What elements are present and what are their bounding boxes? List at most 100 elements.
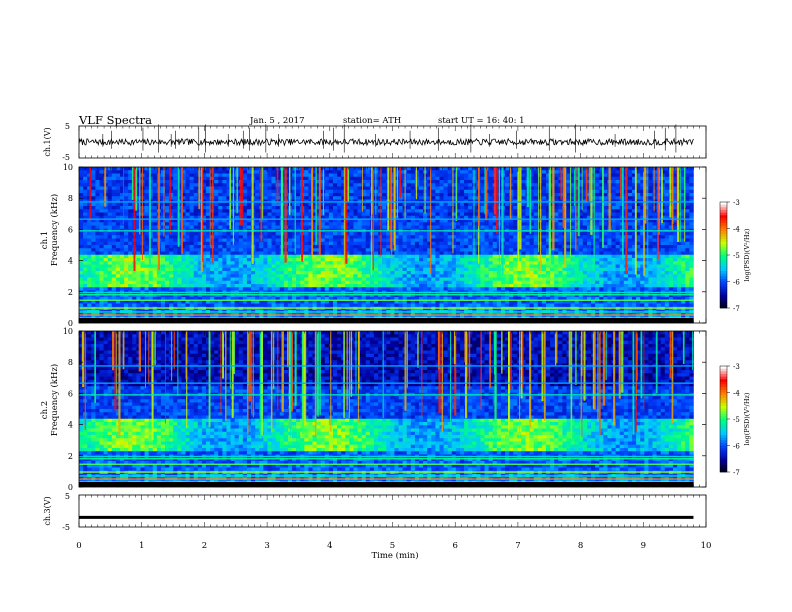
spectrogram-cell [480,199,485,204]
spectrogram-cell [435,267,440,272]
spectrogram-cell [468,264,473,269]
spectrogram-cell [574,193,580,197]
spectrogram-cell [509,186,514,191]
spectrogram-cell [419,199,424,204]
spectrogram-cell [492,258,498,262]
spectrogram-cell [275,225,281,230]
spectrogram-cell [464,267,469,272]
spectrogram-cell [451,235,457,239]
spectrogram-cell [275,219,281,223]
spectrogram-cell [660,225,666,230]
spectrogram-cell [185,215,190,220]
spectrogram-cell [79,219,84,223]
spectrogram-cell [124,225,129,230]
spectrogram-cell [410,258,416,262]
spectrogram-cell [218,206,223,210]
spectrogram-cell [99,271,104,275]
spectrogram-cell [545,225,551,230]
spectrogram-cell [173,209,178,213]
spectrogram-cell [685,219,690,223]
spectrogram-cell [107,196,113,200]
spectrogram-cell [689,193,694,197]
spectrogram-cell [558,258,563,262]
spectrogram-cell [341,180,346,184]
spectrogram-cell [406,170,412,174]
spectrogram-cell [644,251,649,256]
spectrogram-cell [685,196,690,200]
spectrogram-cell [279,258,285,262]
spectrogram-cell [382,173,387,178]
spectrogram-cell [632,196,637,200]
spectrogram-cell [414,271,420,275]
spectrogram-cell [128,183,133,187]
spectrogram-cell [308,261,313,265]
spectrogram-cell [181,264,186,269]
spectrogram-cell [541,261,547,265]
spectrogram-cell [292,189,297,194]
spectrogram-cell [242,235,248,239]
spectrogram-cell [595,215,600,220]
spectrogram-cell [361,180,367,184]
spectrogram-cell [193,186,199,191]
spectrogram-cell [632,170,637,174]
spectrogram-cell [324,170,330,174]
spectrogram-cell [79,199,84,204]
spectrogram-cell [550,271,555,275]
spectrogram-cell [328,267,334,272]
spectrogram-cell [521,167,526,171]
spectrogram-cell [439,232,444,236]
spectrogram-cell [287,267,293,272]
spectrogram-cell [173,235,178,239]
spectrogram-cell [267,225,272,230]
spectrogram-cell [296,173,301,178]
spectrogram-cell [111,180,117,184]
spectrogram-cell [255,176,260,181]
spectrogram-cell [488,251,494,256]
spectrogram-cell [574,170,580,174]
spectrogram-cell [185,238,190,243]
spectrogram-cell [246,183,252,187]
spectrogram-cell [83,170,88,174]
spectrogram-cell [619,251,625,256]
spectrogram-cell [390,170,395,174]
spectrogram-cell [312,232,317,236]
spectrogram-cell [205,267,211,272]
spectrogram-cell [529,219,534,223]
spectrogram-cell [672,180,678,184]
spectrogram-cell [390,235,395,239]
spectrogram-cell [541,186,547,191]
spectrogram-cell [566,264,571,269]
spectrogram-cell [222,258,227,262]
spectrogram-cell [410,176,416,181]
spectrogram-cell [87,219,92,223]
spectrogram-cell [308,193,313,197]
spectrogram-cell [267,222,272,226]
spectrogram-cell [488,254,494,259]
spectrogram-cell [439,222,444,226]
spectrogram-cell [468,167,473,171]
spectrogram-cell [636,225,641,230]
spectrogram-cell [99,176,104,181]
spectrogram-cell [292,176,297,181]
spectrogram-cell [386,238,391,243]
spectrogram-cell [685,271,690,275]
spectrogram-cell [353,170,358,174]
spectrogram-cell [427,180,432,184]
spectrogram-cell [378,271,383,275]
spectrogram-cell [218,183,223,187]
spectrogram-cell [238,241,244,246]
spectrogram-cell [332,183,338,187]
spectrogram-cell [443,193,448,197]
spectrogram-cell [435,193,440,197]
spectrogram-cell [361,209,367,213]
spectrogram-cell [681,258,686,262]
spectrogram-cell [230,189,235,194]
spectrogram-cell [636,238,641,243]
spectrogram-cell [533,225,539,230]
spectrogram-cell [443,186,448,191]
spectrogram-cell [521,206,526,210]
spectrogram-cell [394,189,399,194]
spectrogram-cell [345,209,350,213]
spectrogram-cell [529,183,534,187]
spectrogram-cell [189,222,194,226]
